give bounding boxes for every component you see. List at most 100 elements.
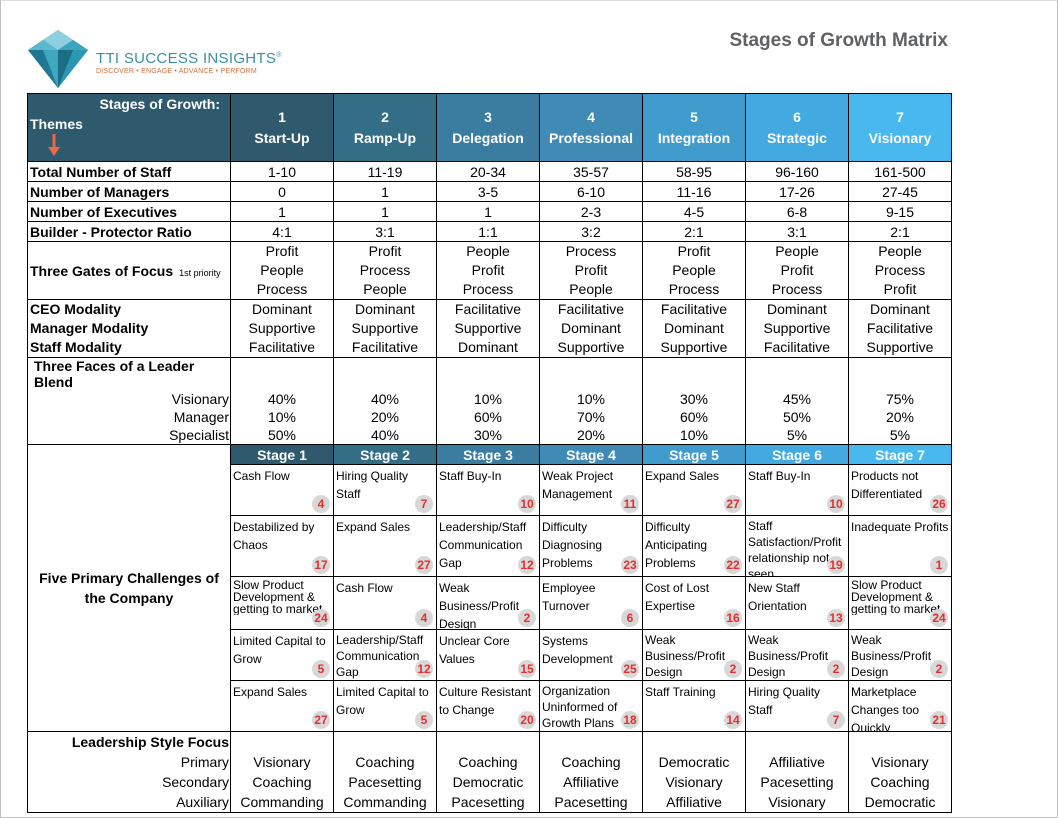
blend-value: 20% <box>576 427 606 443</box>
blend-label: Visionary <box>171 391 229 407</box>
challenge-text: Organization Uninformed of Growth Plans <box>542 684 618 730</box>
leadership-value: Coaching <box>252 774 312 790</box>
challenge-rank-badge: 21 <box>930 711 948 729</box>
challenge-rank-badge: 22 <box>724 556 742 574</box>
challenge-cell: New Staff Orientation 13 <box>745 576 849 630</box>
modality-cell: Dominant Supportive Facilitative <box>745 299 849 358</box>
modality-item: Supportive <box>248 320 316 336</box>
challenge-cell: Expand Sales 27 <box>642 464 746 516</box>
header-row: Stages of Growth: Themes 1 Start-Up 2 Ramp-Up… <box>27 93 952 162</box>
stage-band-3: Stage 3 <box>436 444 540 465</box>
challenge-cell: Inadequate Profits 1 <box>848 515 952 577</box>
challenge-cell: Staff Training 14 <box>642 680 746 732</box>
leadership-value: Coaching <box>870 774 930 790</box>
blend-value: 10% <box>576 391 606 407</box>
stage-number: 6 <box>793 108 801 125</box>
gate-item: People <box>569 281 613 297</box>
stage-band-6: Stage 6 <box>745 444 849 465</box>
challenge-cell: Limited Capital to Grow 5 <box>333 680 437 732</box>
leadership-value: Affiliative <box>563 774 619 790</box>
gates-note: 1st priority <box>179 267 221 278</box>
leadership-cell: Affiliative Pacesetting Visionary <box>745 731 849 813</box>
cell-value: 3:1 <box>745 221 849 242</box>
cell-value: 1 <box>333 201 437 222</box>
modality-label: Staff Modality <box>30 339 122 355</box>
blend-value: 10% <box>679 427 709 443</box>
leadership-label: Secondary <box>162 774 229 790</box>
row-stage-band: Five Primary Challenges of the Company St… <box>27 444 952 732</box>
row-label: Number of Executives <box>27 201 231 222</box>
gates-title: Three Gates of Focus <box>30 262 174 279</box>
leadership-value: Pacesetting <box>451 794 525 810</box>
challenge-cell: Organization Uninformed of Growth Plans 1… <box>539 680 643 732</box>
blend-labels: Three Faces of a Leader Blend Visionary Ma… <box>27 357 231 445</box>
challenge-cell: Weak Business/Profit Design 2 <box>436 576 540 630</box>
stage-header-5: 5 Integration <box>642 93 746 162</box>
challenge-text: Marketplace Changes too Quickly <box>851 685 920 731</box>
cell-value: 2:1 <box>642 221 746 242</box>
challenge-text: Expand Sales <box>233 685 308 699</box>
challenge-cell: Marketplace Changes too Quickly 21 <box>848 680 952 732</box>
leadership-value: Democratic <box>864 794 936 810</box>
modality-cell: Dominant Supportive Facilitative <box>333 299 437 358</box>
blend-value: 20% <box>885 409 915 425</box>
gate-item: Process <box>256 281 308 297</box>
row-leadership: Leadership Style Focus Primary Secondary Au… <box>27 731 952 813</box>
challenge-rank-badge: 25 <box>621 660 639 678</box>
challenge-cell: Expand Sales 27 <box>333 515 437 577</box>
modality-item: Facilitative <box>351 339 419 355</box>
challenge-text: Products not Differentiated <box>851 469 923 501</box>
challenge-text: Leadership/Staff Communication Gap <box>336 633 424 679</box>
modality-label: Manager Modality <box>30 320 149 336</box>
challenge-rank-badge: 2 <box>518 609 536 627</box>
leadership-value: Democratic <box>658 754 730 770</box>
challenge-cell: Destabilized by Chaos 17 <box>230 515 334 577</box>
challenge-cell: Culture Resistant to Change 20 <box>436 680 540 732</box>
challenge-rank-badge: 14 <box>724 711 742 729</box>
gate-item: Process <box>359 262 411 278</box>
blend-cell: 40% 20% 40% <box>333 357 437 445</box>
stage-band-7: Stage 7 <box>848 444 952 465</box>
challenge-text: Staff Training <box>645 685 716 699</box>
stage-name: Integration <box>657 129 731 146</box>
challenge-text: Limited Capital to Grow <box>233 634 326 666</box>
cell-value: 1-10 <box>230 161 334 182</box>
challenge-text: Difficulty Diagnosing Problems <box>542 520 603 570</box>
blend-value: 5% <box>889 427 911 443</box>
row-blend: Three Faces of a Leader Blend Visionary Ma… <box>27 357 952 445</box>
row-managers: Number of Managers 0 1 3-5 6-10 11-16 17-26 27-… <box>27 181 952 202</box>
gate-item: Profit <box>368 243 402 259</box>
challenge-rank-badge: 5 <box>312 660 330 678</box>
blend-value: 60% <box>679 409 709 425</box>
challenge-text: Limited Capital to Grow <box>336 685 429 717</box>
challenge-text: Slow Product Development & getting to ma… <box>233 579 323 615</box>
cell-value: 1 <box>230 201 334 222</box>
challenge-rank-badge: 2 <box>930 660 948 678</box>
leadership-cell: Coaching Affiliative Pacesetting <box>539 731 643 813</box>
challenge-rank-badge: 24 <box>930 609 948 627</box>
challenge-rank-badge: 20 <box>518 711 536 729</box>
modality-item: Dominant <box>767 301 827 317</box>
challenge-cell: Hiring Quality Staff 7 <box>333 464 437 516</box>
blend-label: Specialist <box>169 427 229 443</box>
challenges-title: Five Primary Challenges of the Company <box>39 570 219 606</box>
row-label: Total Number of Staff <box>27 161 231 182</box>
modality-item: Facilitative <box>454 301 522 317</box>
leadership-value: Visionary <box>665 774 723 790</box>
challenge-text: Weak Business/Profit Design <box>439 581 520 629</box>
modality-labels: CEO Modality Manager Modality Staff Modali… <box>27 299 231 358</box>
challenge-text: Staff Buy-In <box>748 469 811 483</box>
challenge-rank-badge: 26 <box>930 495 948 513</box>
challenge-rank-badge: 7 <box>415 495 433 513</box>
modality-item: Facilitative <box>763 339 831 355</box>
blend-value: 40% <box>370 427 400 443</box>
leadership-value: Pacesetting <box>348 774 422 790</box>
leadership-cell: Visionary Coaching Democratic <box>848 731 952 813</box>
cell-value: 17-26 <box>745 181 849 202</box>
challenge-text: Cash Flow <box>336 581 393 595</box>
leadership-value: Coaching <box>561 754 621 770</box>
leadership-value: Visionary <box>253 754 311 770</box>
challenge-text: Difficulty Anticipating Problems <box>645 520 708 570</box>
challenge-cell: Leadership/Staff Communication Gap 12 <box>333 629 437 681</box>
challenge-rank-badge: 18 <box>621 711 639 729</box>
